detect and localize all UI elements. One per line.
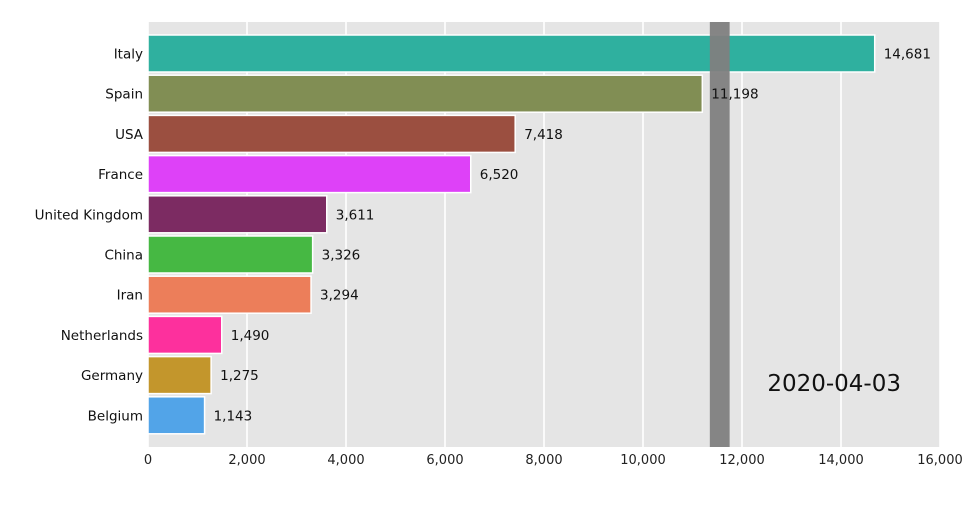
value-label: 1,490 bbox=[231, 328, 270, 344]
category-label: Spain bbox=[105, 87, 143, 103]
category-label: Germany bbox=[81, 368, 143, 384]
category-label: Netherlands bbox=[61, 328, 143, 344]
labels: Italy 14,681 Spain 11,198 USA 7,418 France 6,52… bbox=[35, 47, 931, 425]
bar bbox=[147, 114, 516, 154]
category-label: United Kingdom bbox=[35, 207, 143, 223]
value-label: 3,326 bbox=[322, 248, 361, 264]
bar bbox=[147, 195, 328, 234]
bar bbox=[147, 275, 312, 314]
value-label: 3,611 bbox=[336, 207, 375, 223]
bar bbox=[147, 315, 223, 355]
value-label: 7,418 bbox=[524, 127, 563, 143]
marker-band bbox=[709, 22, 730, 447]
x-tick-label: 0 bbox=[144, 453, 152, 468]
x-tick-label: 8,000 bbox=[525, 453, 562, 468]
date-label: 2020-04-03 bbox=[767, 371, 901, 397]
value-label: 3,294 bbox=[320, 288, 359, 304]
bar bbox=[147, 396, 206, 435]
value-label: 11,198 bbox=[711, 87, 758, 103]
value-label: 1,275 bbox=[220, 368, 259, 384]
value-label: 6,520 bbox=[480, 167, 519, 183]
bar bbox=[147, 154, 472, 194]
bar bbox=[147, 235, 314, 274]
x-tick-label: 2,000 bbox=[228, 453, 265, 468]
x-tick-label: 16,000 bbox=[917, 453, 963, 468]
x-tick-label: 14,000 bbox=[818, 453, 864, 468]
bar bbox=[147, 74, 704, 113]
x-tick-label: 6,000 bbox=[426, 453, 463, 468]
value-label: 14,681 bbox=[884, 47, 931, 63]
x-tick-label: 10,000 bbox=[620, 453, 666, 468]
bar bbox=[147, 34, 876, 73]
x-tick-label: 4,000 bbox=[327, 453, 364, 468]
category-label: USA bbox=[115, 127, 144, 143]
category-label: China bbox=[104, 248, 143, 264]
bar bbox=[147, 355, 212, 395]
category-label: Italy bbox=[114, 47, 143, 63]
x-tick-label: 12,000 bbox=[719, 453, 765, 468]
category-label: France bbox=[98, 167, 143, 183]
category-label: Belgium bbox=[88, 408, 143, 424]
value-label: 1,143 bbox=[214, 408, 253, 424]
x-axis-ticks: 0 2,000 4,000 6,000 8,000 10,000 12,000 14,000 1… bbox=[144, 453, 963, 468]
bars bbox=[147, 34, 876, 435]
category-label: Iran bbox=[117, 288, 143, 304]
